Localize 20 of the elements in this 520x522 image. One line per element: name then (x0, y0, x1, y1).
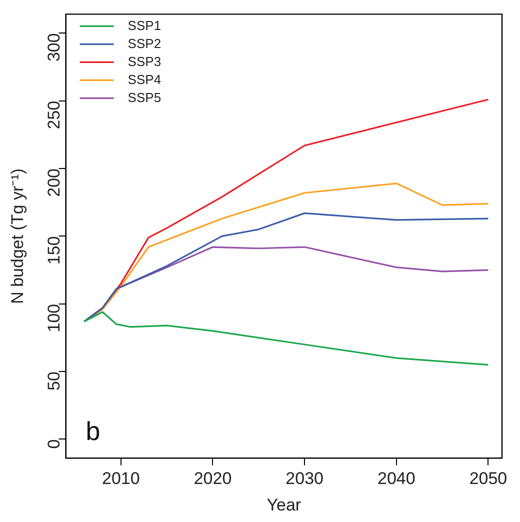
y-tick-label: 0 (44, 439, 64, 449)
y-tick-label: 250 (44, 100, 64, 130)
legend-label: SSP1 (128, 18, 162, 33)
legend-label: SSP4 (128, 72, 162, 87)
x-tick-label: 2030 (286, 469, 324, 488)
y-tick-label: 50 (44, 372, 64, 390)
legend-label: SSP5 (128, 90, 162, 105)
y-tick-label: 200 (44, 168, 64, 197)
y-axis-title: N budget (Tg yr⁻¹) (8, 168, 27, 304)
y-tick-label: 300 (44, 33, 64, 62)
x-tick-label: 2050 (469, 469, 508, 488)
y-tick-label: 150 (44, 236, 64, 265)
y-tick-label: 100 (44, 304, 64, 332)
legend-label: SSP3 (128, 54, 162, 69)
annotation: b (86, 416, 100, 446)
x-axis-title: Year (266, 495, 302, 514)
x-tick-label: 2020 (194, 469, 232, 488)
legend-label: SSP2 (128, 36, 162, 51)
x-tick-label: 2010 (102, 469, 140, 488)
x-tick-label: 2040 (377, 469, 416, 488)
